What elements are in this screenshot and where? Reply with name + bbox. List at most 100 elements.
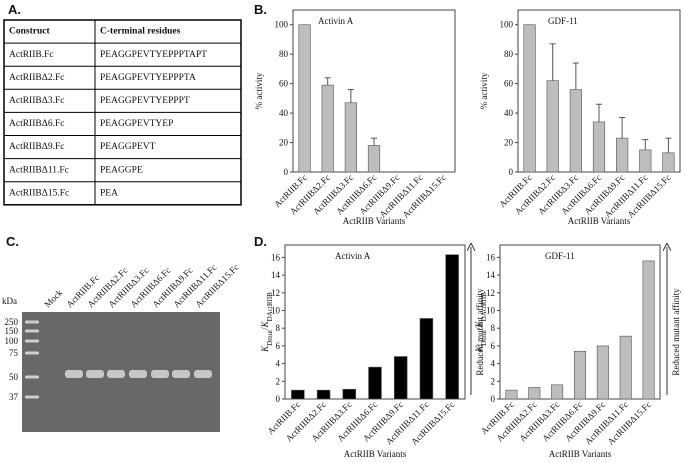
ladder-band (25, 339, 39, 343)
x-axis-label: ActRIIB Variants (344, 449, 407, 459)
bar (342, 388, 357, 400)
marker-label: 50 (9, 372, 19, 382)
y-tick-label: 12 (486, 288, 495, 298)
chart-title: Activin A (318, 16, 354, 26)
y-axis-label-part: K (474, 320, 484, 328)
y-tick-label: 4 (276, 359, 281, 369)
bar (569, 89, 582, 173)
marker-label: 37 (9, 392, 19, 402)
y-axis-label-part: K (474, 345, 484, 353)
table-cell: PEAGGPE (100, 165, 143, 175)
y-axis-label: KDmut/KDActRIIB (260, 292, 274, 353)
protein-band (194, 370, 212, 378)
bar (419, 318, 434, 400)
bar (523, 24, 536, 173)
bar (551, 384, 564, 400)
y-axis-label-part: % activity (254, 72, 264, 109)
protein-band (151, 370, 169, 378)
bar (298, 24, 311, 173)
bar (445, 254, 459, 400)
table-cell: ActRIIBΔ2.Fc (9, 73, 64, 83)
bar (596, 345, 609, 400)
y-tick-label: 0 (276, 394, 281, 404)
table-cell: ActRIIBΔ6.Fc (9, 119, 64, 129)
panel-label: D. (254, 234, 267, 249)
table-cell: ActRIIBΔ11.Fc (9, 165, 69, 175)
table-cell: ActRIIBΔ3.Fc (9, 96, 64, 106)
table-cell: ActRIIBΔ15.Fc (9, 188, 69, 198)
y-tick-label: 10 (486, 305, 496, 315)
chart-title: GDF-11 (545, 251, 575, 261)
y-axis-label-part: / (474, 327, 484, 330)
ladder-band (25, 320, 39, 324)
panel-label: A. (8, 2, 21, 17)
y-tick-label: 60 (279, 79, 289, 89)
annotation: Reduced mutant affinity (475, 288, 485, 376)
bar (316, 389, 331, 400)
ladder-band (25, 351, 39, 355)
bar (344, 102, 357, 173)
protein-band (107, 370, 125, 378)
y-axis-label-part: Dmut (266, 330, 274, 346)
y-tick-label: 16 (271, 252, 281, 262)
y-tick-label: 8 (491, 323, 496, 333)
bar (321, 84, 334, 173)
y-tick-label: 80 (279, 49, 289, 59)
y-tick-label: 14 (271, 270, 281, 280)
bar (639, 149, 652, 173)
panel-label: C. (6, 234, 19, 249)
y-tick-label: 14 (486, 270, 496, 280)
annotation: Reduced mutant affinity (671, 288, 681, 376)
x-axis-label: ActRIIB Variants (343, 216, 406, 226)
y-tick-label: 12 (271, 288, 280, 298)
marker-label: 250 (5, 317, 19, 327)
y-axis-label-part: K (260, 320, 270, 328)
bar (616, 137, 629, 173)
y-axis-label-part: % activity (479, 72, 489, 109)
y-tick-label: 0 (491, 394, 496, 404)
y-tick-label: 60 (504, 79, 514, 89)
y-tick-label: 100 (275, 20, 289, 30)
y-tick-label: 0 (284, 167, 289, 177)
marker-label: 100 (5, 336, 19, 346)
table-cell: PEAGGPEVTYEP (100, 119, 173, 129)
protein-band (86, 370, 104, 378)
bar (528, 387, 541, 400)
table-cell: PEAGGPEVTYEPPPT (100, 96, 190, 106)
y-tick-label: 16 (486, 252, 496, 262)
bar (619, 335, 632, 400)
bar (368, 366, 382, 400)
y-axis-label: KDmut/KDActRIIB (474, 292, 488, 353)
y-axis-label-part: DActRIIB (266, 292, 274, 321)
protein-band (172, 370, 190, 378)
protein-band (65, 370, 83, 378)
y-tick-label: 8 (276, 323, 281, 333)
ladder-band (25, 395, 39, 399)
y-tick-label: 4 (491, 359, 496, 369)
y-axis-label: % activity (479, 72, 489, 109)
chart-title: Activin A (335, 251, 371, 261)
table-cell: PEAGGPEVTYEPPPTAPT (100, 50, 207, 60)
y-tick-label: 80 (504, 49, 514, 59)
y-tick-label: 2 (276, 376, 281, 386)
ladder-band (25, 329, 39, 333)
x-axis-label: ActRIIB Variants (568, 216, 631, 226)
bar (505, 389, 518, 400)
x-axis-label: ActRIIB Variants (549, 449, 612, 459)
table-cell: ActRIIBΔ9.Fc (9, 142, 64, 152)
bar (662, 152, 675, 173)
marker-label: 150 (5, 326, 19, 336)
bar (573, 350, 587, 400)
ladder-band (25, 375, 39, 379)
y-axis-label: % activity (254, 72, 264, 109)
table-cell: ActRIIB.Fc (9, 50, 54, 60)
y-tick-label: 100 (500, 20, 514, 30)
y-axis-label-part: DActRIIB (480, 292, 488, 321)
table-cell: PEAGGPEVT (100, 142, 156, 152)
protein-band (129, 370, 147, 378)
lane-label: Mock (42, 287, 64, 309)
y-tick-label: 0 (509, 167, 514, 177)
bar (642, 260, 655, 400)
y-tick-label: 10 (271, 305, 281, 315)
